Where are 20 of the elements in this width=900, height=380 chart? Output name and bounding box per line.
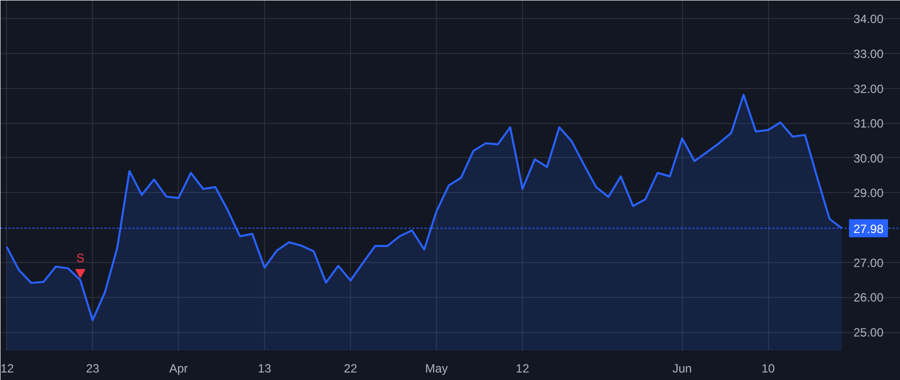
x-tick-label: Apr xyxy=(169,362,188,376)
y-tick-label: 31.00 xyxy=(854,116,884,131)
y-tick-label: 32.00 xyxy=(854,82,884,96)
y-tick-label: 34.00 xyxy=(854,12,884,26)
x-tick-label: 22 xyxy=(344,362,358,376)
x-tick-label: 12 xyxy=(0,362,14,376)
x-tick-label: Jun xyxy=(672,362,692,376)
y-tick-label: 27.00 xyxy=(854,256,884,270)
x-tick-label: 13 xyxy=(258,362,272,376)
y-tick-label: 29.00 xyxy=(854,186,884,200)
y-tick-label: 26.00 xyxy=(854,290,884,305)
y-tick-label: 25.00 xyxy=(854,326,884,340)
ref-line-label: 27.98 xyxy=(854,222,884,236)
x-tick-label: 12 xyxy=(516,362,530,376)
x-tick-label: 23 xyxy=(86,362,100,376)
x-tick-label: 10 xyxy=(761,362,776,376)
x-tick-label: May xyxy=(425,362,448,376)
y-tick-label: 33.00 xyxy=(854,46,884,61)
series-label: S xyxy=(76,251,84,266)
y-tick-label: 30.00 xyxy=(854,151,884,166)
